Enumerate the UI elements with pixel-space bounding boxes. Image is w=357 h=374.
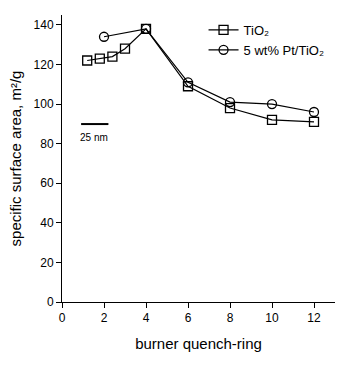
svg-text:120: 120 — [34, 58, 54, 72]
svg-text:80: 80 — [40, 137, 54, 151]
svg-text:10: 10 — [265, 311, 279, 325]
svg-text:25 nm: 25 nm — [80, 132, 108, 143]
svg-text:12: 12 — [307, 311, 321, 325]
svg-text:5 wt% Pt/TiO₂: 5 wt% Pt/TiO₂ — [244, 43, 324, 58]
svg-text:140: 140 — [34, 18, 54, 32]
svg-text:20: 20 — [40, 256, 54, 270]
svg-text:2: 2 — [101, 311, 108, 325]
svg-text:40: 40 — [40, 216, 54, 230]
svg-text:8: 8 — [227, 311, 234, 325]
svg-text:TiO₂: TiO₂ — [244, 23, 270, 38]
svg-text:0: 0 — [47, 295, 54, 309]
svg-text:burner quench-ring: burner quench-ring — [135, 335, 262, 352]
svg-text:specific surface area, m²/g: specific surface area, m²/g — [7, 71, 24, 247]
svg-text:100: 100 — [34, 97, 54, 111]
svg-text:60: 60 — [40, 176, 54, 190]
svg-text:0: 0 — [59, 311, 66, 325]
svg-text:6: 6 — [185, 311, 192, 325]
svg-text:4: 4 — [143, 311, 150, 325]
